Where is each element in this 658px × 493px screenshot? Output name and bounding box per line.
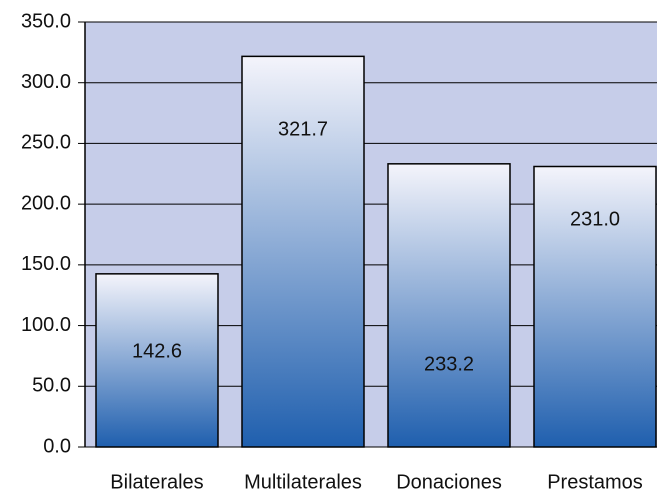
y-tick-label: 300.0 [21,71,71,93]
x-tick-label: Bilaterales [110,471,203,493]
bar [533,165,657,448]
bar [95,273,219,448]
y-tick-label: 150.0 [21,253,71,275]
y-tick-label: 50.0 [32,375,71,397]
bar [241,55,365,448]
x-tick-label: Donaciones [396,471,502,493]
y-tick-label: 350.0 [21,10,71,32]
data-label: 231.0 [570,208,620,230]
y-tick-label: 0.0 [43,435,71,457]
bar [387,163,511,448]
x-tick-label: Prestamos [547,471,643,493]
data-label: 321.7 [278,118,328,140]
y-tick-label: 250.0 [21,132,71,154]
y-tick-label: 100.0 [21,314,71,336]
y-tick-label: 200.0 [21,192,71,214]
data-label: 233.2 [424,353,474,375]
x-tick-label: Multilaterales [244,471,362,493]
data-label: 142.6 [132,340,182,362]
